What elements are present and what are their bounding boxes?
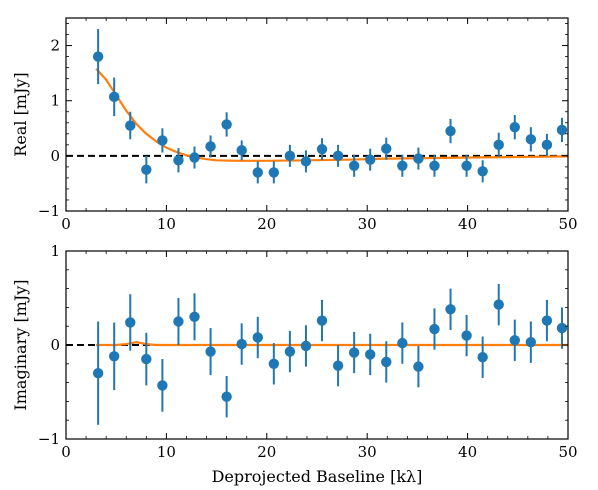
real-x-tick-label: 30 [358,215,377,233]
imaginary-data-point [141,353,152,365]
imaginary-x-tick-label: 50 [558,443,577,461]
imaginary-data-point [284,346,296,357]
imaginary-data-point [92,368,104,379]
x-axis-label: Deprojected Baseline [kλ] [212,467,423,486]
imaginary-y-tick-label: 1 [50,242,60,260]
imaginary-y-axis-label: Imaginary [mJy] [11,279,30,410]
imaginary-data-point [189,311,200,322]
imaginary-x-tick-label: 10 [157,443,176,461]
imaginary-data-point [236,338,247,350]
real-data-point [205,141,216,152]
imaginary-axis-ticks: 0 10 20 30 40 50−101 [38,242,578,461]
real-data-point [413,153,424,164]
real-plot-frame [65,17,569,212]
real-data-point [125,120,136,131]
real-data-point [268,167,280,178]
imaginary-data-point [348,347,360,358]
imaginary-x-tick-label: 20 [257,443,276,461]
imaginary-data-point [509,335,520,346]
imaginary-data-point [173,316,184,327]
imaginary-data-point [365,349,376,360]
real-data-point [509,121,520,133]
real-data-point [252,167,263,178]
real-data-point [461,160,472,171]
imaginary-data-point [205,346,216,357]
real-y-axis-label: Real [mJy] [11,72,30,156]
imaginary-data-point [477,352,488,363]
real-y-tick-label: 1 [50,92,60,110]
imaginary-data-point [445,304,456,315]
imaginary-data-point [252,332,263,343]
imaginary-data-point [525,336,537,348]
real-data-point [381,143,392,154]
imaginary-data-point [461,330,472,341]
real-data-point [445,125,456,137]
real-data-point [397,160,408,171]
real-data-point [332,150,344,162]
real-data-point [429,160,440,171]
imaginary-x-tick-label: 30 [358,443,377,461]
real-data-point [108,91,120,103]
real-data-point [157,135,168,146]
imaginary-data-point [429,323,440,335]
imaginary-data-point [332,360,344,371]
real-data-point [348,160,360,171]
real-data-point [316,144,328,155]
imaginary-data-point [413,361,424,372]
real-data-point [92,51,104,62]
imaginary-data-point [556,322,568,334]
imaginary-panel: 0 10 20 30 40 50−101 Imaginary [mJy] Deprojec… [11,242,578,486]
real-data-point [556,124,568,136]
imaginary-plot-area [66,283,568,425]
real-data-point [300,156,312,167]
real-data-point [284,150,296,162]
imaginary-data-point [397,337,408,349]
imaginary-y-tick-label: −1 [38,430,60,448]
real-data-point [493,139,504,151]
real-x-tick-label: 50 [558,215,577,233]
imaginary-data-point [316,315,328,326]
real-y-tick-label: −1 [38,202,60,220]
real-x-tick-label: 20 [257,215,276,233]
imaginary-data-point [157,380,168,391]
imaginary-x-tick-label: 40 [458,443,477,461]
imaginary-data-point [268,358,280,369]
real-x-tick-label: 40 [458,215,477,233]
real-data-point [173,155,184,166]
real-data-point [477,166,488,177]
real-data-point [525,134,537,145]
real-data-point [221,119,232,130]
imaginary-data-point [221,391,232,402]
real-data-point [189,152,200,163]
real-data-point [365,154,376,165]
real-data-point [141,164,152,175]
imaginary-x-tick-label: 0 [61,443,71,461]
real-plot-area [66,29,569,184]
real-y-tick-label: 2 [50,37,60,55]
imaginary-data-point [493,299,504,310]
imaginary-data-point [108,351,120,362]
real-data-point [541,139,553,151]
imaginary-data-point [300,340,312,352]
imaginary-y-tick-label: 0 [50,336,60,354]
imaginary-data-point [541,315,553,326]
real-x-tick-label: 10 [157,215,176,233]
real-y-tick-label: 0 [50,147,60,165]
real-data-point [236,145,247,156]
imaginary-model-line [96,341,568,347]
real-x-tick-label: 0 [61,215,71,233]
imaginary-data-point [381,356,392,368]
imaginary-data-point [125,317,136,328]
